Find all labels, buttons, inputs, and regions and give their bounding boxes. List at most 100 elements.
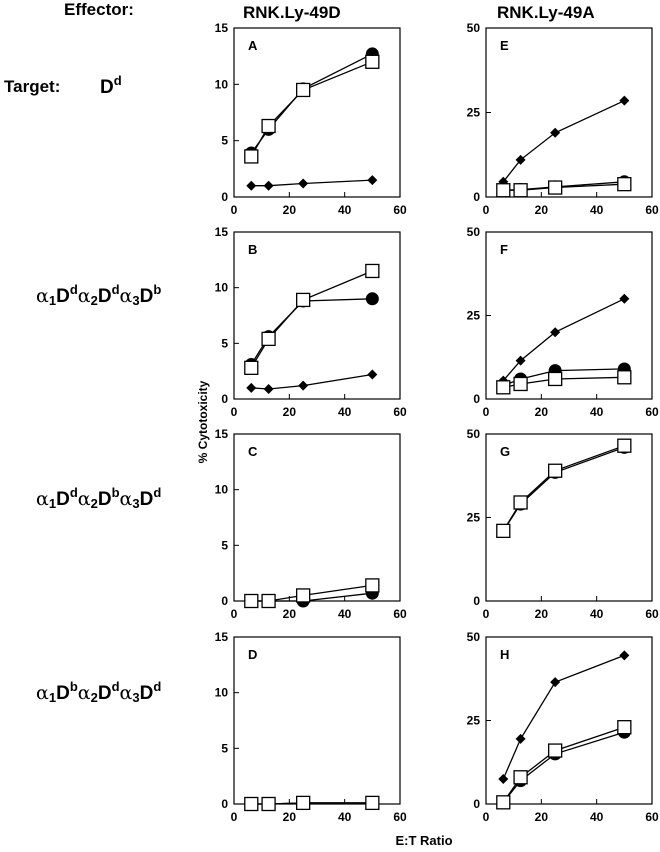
data-point-square xyxy=(496,795,511,810)
x-tick-label: 60 xyxy=(645,607,659,621)
data-point-diamond xyxy=(263,383,274,394)
target-symbol-part: α xyxy=(77,285,91,307)
series-line-square xyxy=(502,726,625,803)
y-tick-label: 15 xyxy=(215,630,229,644)
y-tick-label: 0 xyxy=(473,392,480,406)
series-line-square xyxy=(503,376,625,388)
y-tick-label: 5 xyxy=(221,336,228,350)
target-symbol-part: α xyxy=(36,285,49,307)
x-tick-label: 40 xyxy=(338,203,352,217)
y-tick-label: 50 xyxy=(467,630,481,644)
y-tick-label: 0 xyxy=(221,392,228,406)
series-line-circle xyxy=(502,446,625,532)
x-tick-label: 20 xyxy=(283,203,297,217)
x-tick-label: 20 xyxy=(535,810,549,824)
target-symbol-part: α xyxy=(119,682,133,704)
x-tick-label: 20 xyxy=(283,810,297,824)
y-tick-label: 50 xyxy=(467,225,481,239)
target-symbol-part: α xyxy=(119,488,133,510)
target-row-1: Dd xyxy=(100,73,122,99)
x-tick-label: 40 xyxy=(590,810,604,824)
target-symbol-part: 2 xyxy=(90,293,98,308)
data-point-square xyxy=(548,743,563,758)
data-point-square xyxy=(261,118,276,134)
target-symbol-part: d xyxy=(69,282,78,297)
data-point-square xyxy=(244,593,259,609)
series-line-diamond xyxy=(502,100,625,183)
target-symbol-part: D xyxy=(97,286,112,307)
panel-label: E xyxy=(500,38,509,53)
y-axis-label: % Cytotoxicity xyxy=(196,380,210,463)
target-row-4: α1Dbα2Ddα3Dd xyxy=(36,679,161,705)
data-point-square xyxy=(496,523,511,539)
data-point-diamond xyxy=(515,733,526,744)
x-tick-label: 0 xyxy=(483,607,490,621)
panel-label: H xyxy=(500,647,509,662)
y-tick-label: 0 xyxy=(221,797,228,811)
data-point-diamond xyxy=(515,154,526,165)
plot-frame xyxy=(233,636,401,805)
y-tick-label: 25 xyxy=(467,511,481,525)
data-point-square xyxy=(365,263,380,279)
x-tick-label: 60 xyxy=(645,810,659,824)
data-point-square xyxy=(617,177,632,192)
panel-label: G xyxy=(500,444,510,459)
target-symbol-part: d xyxy=(153,485,162,500)
target-symbol-part: b xyxy=(153,282,162,297)
data-point-diamond xyxy=(298,380,309,391)
target-symbol-part: D xyxy=(56,683,70,704)
target-symbol-part: D xyxy=(100,77,114,98)
x-tick-label: 40 xyxy=(338,810,352,824)
x-tick-label: 0 xyxy=(231,405,238,419)
series-line-circle xyxy=(502,731,625,803)
target-symbol-part: α xyxy=(77,682,91,704)
target-symbol-part: α xyxy=(36,488,49,510)
y-tick-label: 50 xyxy=(467,427,481,441)
data-point-square xyxy=(496,183,511,198)
x-tick-label: 60 xyxy=(393,810,407,824)
data-point-square xyxy=(617,720,632,735)
data-point-diamond xyxy=(550,677,561,688)
target-symbol-part: D xyxy=(56,286,70,307)
series-line-diamond xyxy=(251,373,373,390)
series-line-square xyxy=(251,584,373,602)
data-point-diamond xyxy=(246,382,257,393)
data-point-diamond xyxy=(619,650,630,661)
y-tick-label: 25 xyxy=(467,309,481,323)
data-point-square xyxy=(296,795,311,811)
target-symbol-part: 3 xyxy=(132,690,140,705)
y-tick-label: 0 xyxy=(473,797,480,811)
data-point-square xyxy=(261,593,276,609)
y-tick-label: 5 xyxy=(221,741,228,755)
series-line-diamond xyxy=(502,298,625,382)
data-point-square xyxy=(244,149,259,164)
x-tick-label: 40 xyxy=(590,203,604,217)
data-point-diamond xyxy=(367,175,378,186)
target-symbol-part: D xyxy=(139,683,154,704)
target-symbol-part: D xyxy=(97,489,112,510)
target-symbol-part: 2 xyxy=(90,496,98,511)
target-symbol-part: d xyxy=(153,679,162,694)
y-tick-label: 25 xyxy=(467,106,481,120)
target-symbol-part: D xyxy=(97,683,112,704)
target-symbol-part: 3 xyxy=(132,293,140,308)
data-point-diamond xyxy=(550,327,561,338)
x-tick-label: 20 xyxy=(535,607,549,621)
y-tick-label: 15 xyxy=(215,225,229,239)
x-tick-label: 60 xyxy=(393,405,407,419)
y-tick-label: 5 xyxy=(221,134,228,148)
data-point-diamond xyxy=(298,178,309,189)
y-tick-label: 0 xyxy=(473,594,480,608)
x-tick-label: 20 xyxy=(283,607,297,621)
plot-frame xyxy=(233,27,401,198)
x-tick-label: 40 xyxy=(338,607,352,621)
data-point-diamond xyxy=(619,293,630,304)
x-tick-label: 20 xyxy=(535,405,549,419)
x-tick-label: 60 xyxy=(393,203,407,217)
y-tick-label: 50 xyxy=(467,21,481,35)
target-symbol-part: d xyxy=(69,485,78,500)
series-line-square xyxy=(250,61,373,157)
data-point-square xyxy=(365,54,380,69)
target-symbol-part: d xyxy=(113,73,122,88)
target-symbol-part: D xyxy=(139,286,154,307)
